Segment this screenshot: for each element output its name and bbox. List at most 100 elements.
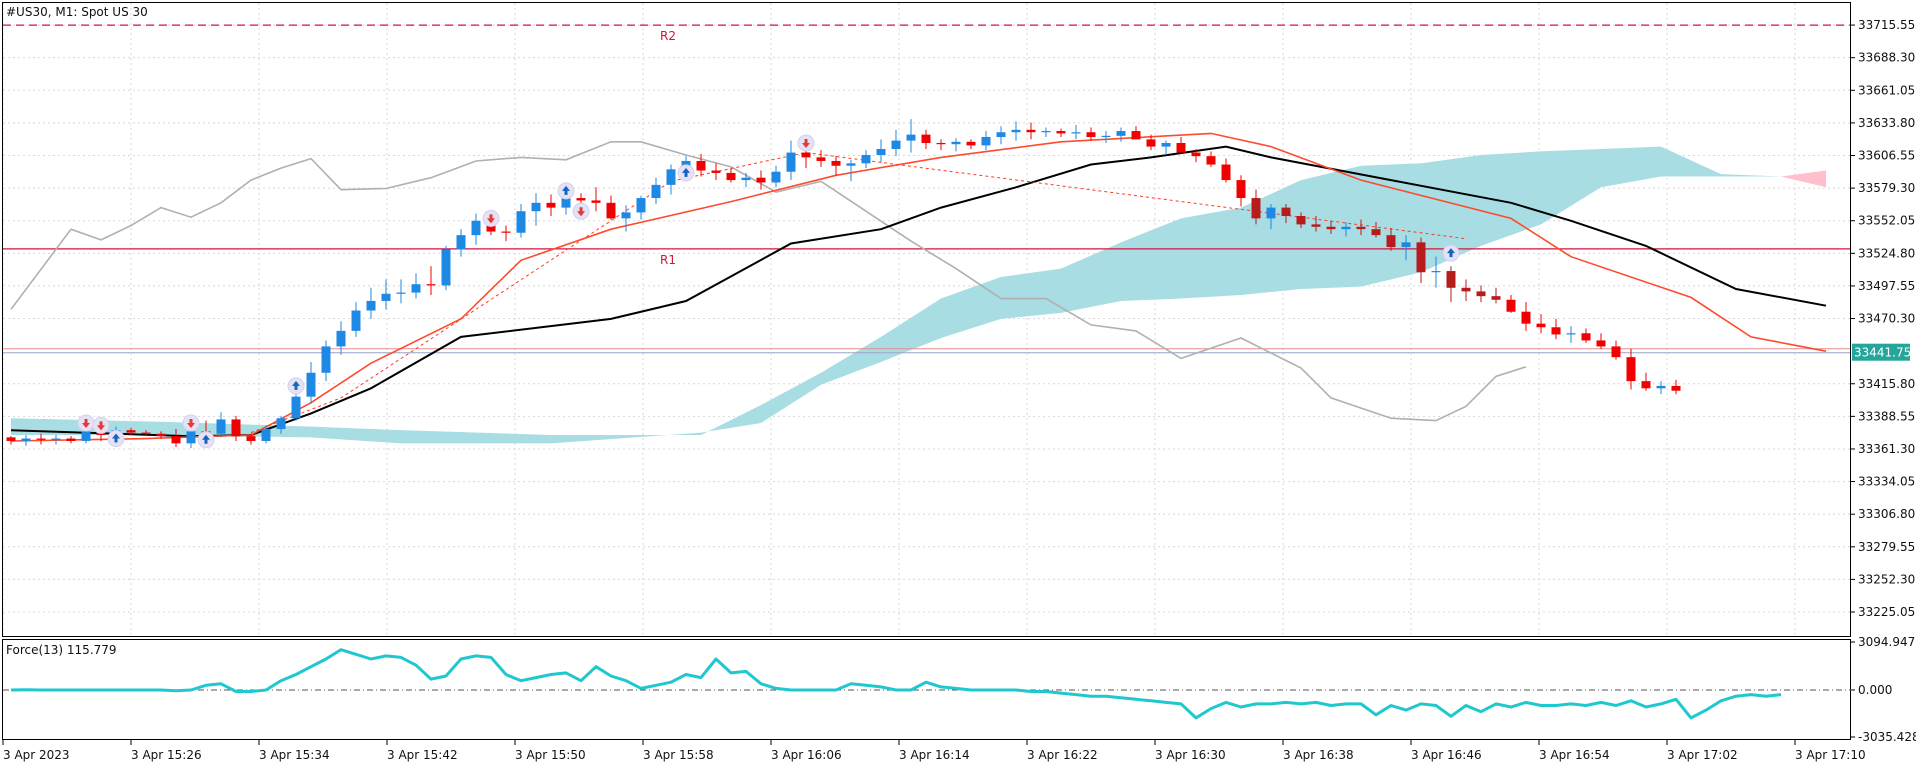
candle-body (1101, 135, 1111, 138)
candle-body (1611, 346, 1621, 358)
candle-body (1176, 143, 1186, 153)
time-tick-label: 3 Apr 16:14 (899, 748, 970, 762)
price-tick-label: 33497.55 (1858, 279, 1915, 293)
candle-body (1191, 152, 1201, 157)
candle-body (186, 431, 196, 444)
price-tick-label: 33606.55 (1858, 149, 1915, 163)
arrow-up-icon (562, 185, 570, 195)
candle-body (651, 184, 661, 199)
candle (1161, 140, 1171, 155)
kijun-sen (10, 145, 1827, 438)
cloud-segment (1181, 207, 1241, 299)
price-tick-label: 33633.80 (1858, 116, 1915, 130)
candle (246, 433, 256, 445)
candle (1536, 314, 1546, 334)
price-tick-label: 33661.05 (1858, 83, 1915, 97)
candle (1521, 302, 1531, 331)
candle-body (336, 330, 346, 347)
candle (1506, 294, 1516, 313)
candle-body (1131, 131, 1141, 140)
candle-body (1656, 385, 1666, 389)
candle (1611, 340, 1621, 360)
candle (426, 266, 436, 295)
chikou-line (10, 141, 1527, 422)
candle (321, 340, 331, 382)
candle-body (1146, 139, 1156, 147)
candle-body (351, 310, 361, 331)
candle (456, 229, 466, 257)
signal-down (797, 134, 815, 152)
cloud-segment (401, 430, 551, 444)
main-pane-frame (2, 2, 1851, 637)
candle (1101, 131, 1111, 144)
candle (726, 168, 736, 183)
candle-body (411, 284, 421, 293)
candle-body (891, 140, 901, 149)
time-tick-label: 3 Apr 15:26 (131, 748, 202, 762)
candle-body (1386, 235, 1396, 248)
candle (1086, 127, 1096, 141)
candle (381, 279, 391, 310)
candle (1191, 148, 1201, 163)
candle (531, 193, 541, 226)
cloud-segment (881, 298, 941, 362)
candle (231, 415, 241, 441)
arrow-up-icon (682, 167, 690, 177)
candle-body (1236, 180, 1246, 199)
candle-body (6, 437, 16, 441)
candle (831, 156, 841, 176)
candle (1386, 227, 1396, 251)
time-tick-label: 3 Apr 17:02 (1667, 748, 1738, 762)
pivot-label-r1: R1 (660, 253, 676, 267)
candle-body (1311, 224, 1321, 227)
candle (981, 131, 991, 151)
force-tick-label: -3035.428 (1858, 730, 1916, 744)
time-tick-label: 3 Apr 16:46 (1411, 748, 1482, 762)
candle-body (621, 212, 631, 219)
candle (1266, 204, 1276, 230)
candle-body (246, 436, 256, 441)
candle (1146, 134, 1156, 151)
candle-body (1461, 287, 1471, 292)
candle-body (636, 198, 646, 213)
price-tick-label: 33415.80 (1858, 377, 1915, 391)
cloud-segment (1781, 170, 1826, 188)
candle-body (831, 160, 841, 166)
candlesticks[interactable] (6, 119, 1681, 449)
candle-body (141, 432, 151, 434)
force-tick-label: 0.000 (1858, 683, 1892, 697)
price-tick-label: 33279.55 (1858, 540, 1915, 554)
candle-body (1506, 299, 1516, 312)
candle-body (666, 169, 676, 185)
candle-body (216, 419, 226, 434)
candle-body (456, 235, 466, 250)
candle-body (771, 171, 781, 183)
candle (1446, 266, 1456, 303)
candle (501, 225, 511, 242)
candle (141, 430, 151, 437)
price-axis[interactable]: 33715.55 33688.30 33661.05 33633.80 33606.55… (1851, 18, 1915, 619)
candle-body (1641, 381, 1651, 389)
candle (591, 187, 601, 212)
signal-down (77, 414, 95, 432)
candle-body (726, 172, 736, 181)
candle-body (561, 198, 571, 208)
force-index-pane (3, 648, 1851, 720)
candle-body (126, 430, 136, 433)
candle-body (1491, 296, 1501, 300)
candle (1176, 137, 1186, 153)
candle-body (1056, 131, 1066, 134)
candle-body (1671, 385, 1681, 391)
candle (1401, 235, 1411, 261)
time-axis[interactable]: 3 Apr 2023 3 Apr 15:26 3 Apr 15:34 3 Apr 15… (2, 740, 1866, 762)
candle (756, 170, 766, 190)
cloud-segment (551, 432, 701, 444)
candle (1116, 127, 1126, 142)
candle (711, 163, 721, 181)
candle (1236, 175, 1246, 207)
candle-body (261, 428, 271, 441)
arrow-down-icon (97, 421, 105, 431)
